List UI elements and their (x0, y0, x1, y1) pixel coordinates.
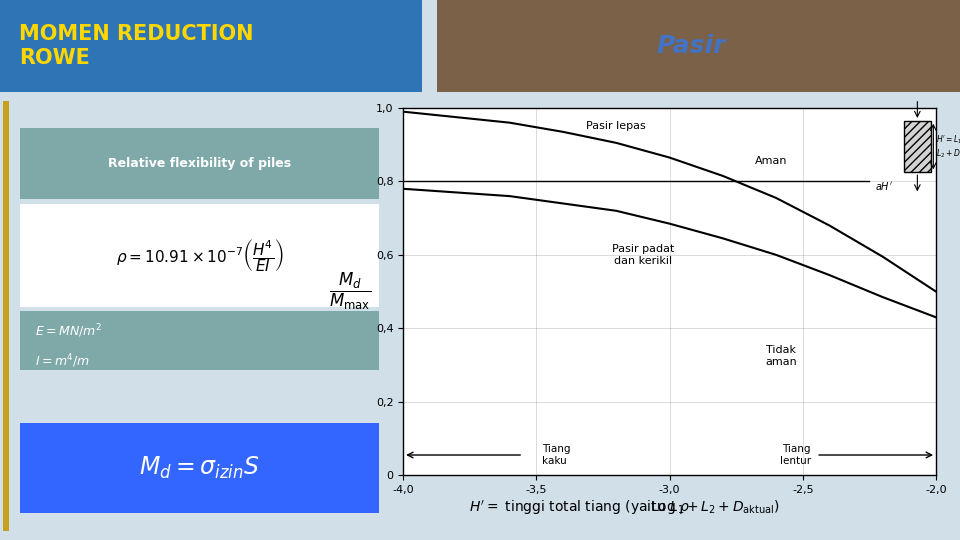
Text: $H' = $ tinggi total tiang (yaitu $L_1 + L_2 + D_{\mathrm{aktual}}$): $H' = $ tinggi total tiang (yaitu $L_1 +… (468, 498, 780, 517)
Text: $\dfrac{M_d}{M_{\max}}$: $\dfrac{M_d}{M_{\max}}$ (329, 271, 371, 312)
Bar (20, 423, 379, 513)
Text: $H'=L_1 +$
$L_2+D_{aktual}$: $H'=L_1 +$ $L_2+D_{aktual}$ (936, 133, 960, 160)
Text: Aman: Aman (755, 156, 787, 166)
Text: Tiang
kaku: Tiang kaku (541, 444, 570, 466)
Text: $E = MN/m^2$: $E = MN/m^2$ (35, 323, 102, 340)
Bar (904, 121, 930, 172)
Text: Tidak
aman: Tidak aman (766, 345, 798, 367)
Bar (437, 0, 960, 92)
X-axis label: Log $\rho$: Log $\rho$ (650, 499, 689, 516)
Bar (20, 204, 379, 307)
Text: Pasir lepas: Pasir lepas (587, 122, 646, 131)
Bar (0, 0, 422, 92)
Text: Tiang
lentur: Tiang lentur (780, 444, 811, 466)
Bar (3, 101, 10, 531)
Text: Relative flexibility of piles: Relative flexibility of piles (108, 157, 291, 170)
Bar (20, 127, 379, 199)
Text: Pasir padat
dan kerikil: Pasir padat dan kerikil (612, 244, 674, 266)
Text: $M_d = \sigma_{izin} S$: $M_d = \sigma_{izin} S$ (139, 455, 260, 481)
Text: MOMEN REDUCTION
ROWE: MOMEN REDUCTION ROWE (19, 24, 253, 68)
Bar (20, 312, 379, 370)
Text: Pasir: Pasir (657, 34, 726, 58)
Text: $I = m^4/m$: $I = m^4/m$ (35, 352, 90, 369)
Text: $aH^{\prime}$: $aH^{\prime}$ (876, 180, 893, 192)
Text: $\rho = 10.91 \times 10^{-7} \left(\dfrac{H^{4}}{EI}\right)$: $\rho = 10.91 \times 10^{-7} \left(\dfra… (116, 237, 283, 274)
